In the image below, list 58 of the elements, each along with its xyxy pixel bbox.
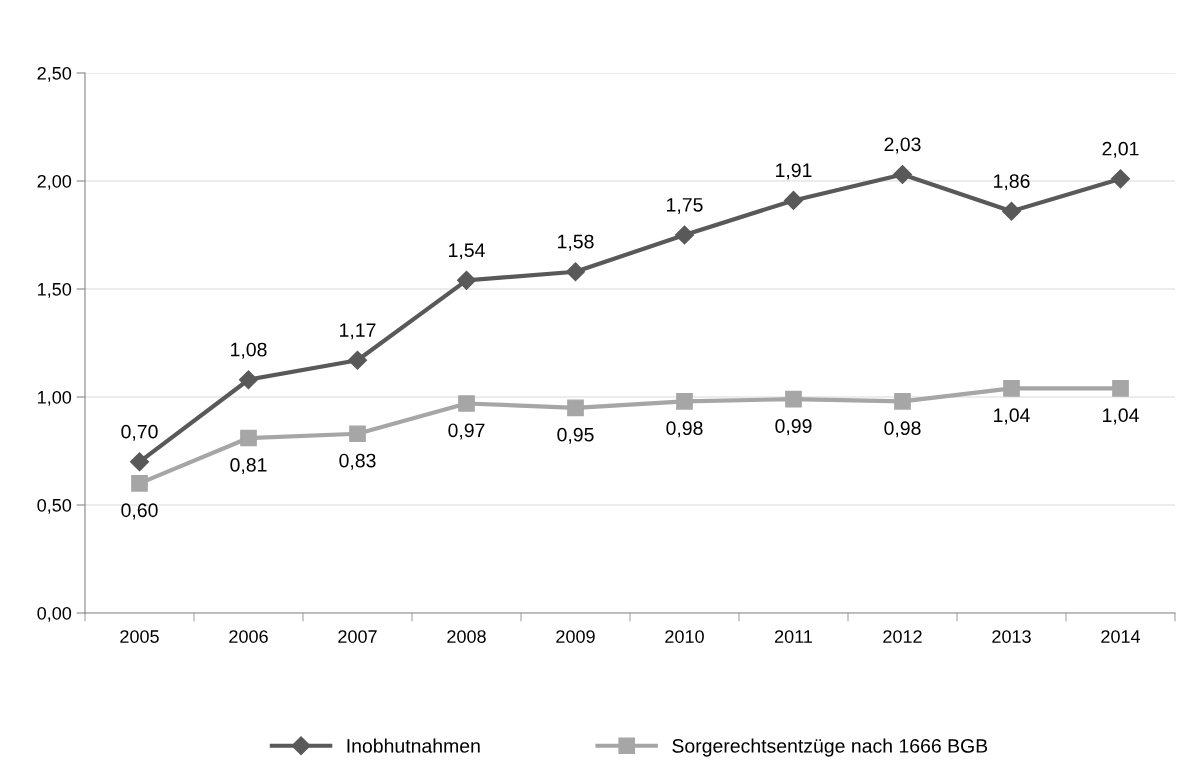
- text: 1,86: [994, 174, 1030, 191]
- text: 0,70: [121, 424, 158, 441]
- x-tick-label: 2011: [774, 630, 813, 643]
- text: 0,95: [557, 427, 594, 444]
- point: [238, 370, 259, 390]
- point: [567, 399, 584, 417]
- legend-label: Inobhutnahmen: [347, 738, 480, 753]
- text: 2,03: [884, 137, 921, 154]
- text: 2,01: [1102, 141, 1139, 158]
- x-tick-label: 2009: [556, 630, 595, 643]
- text: 1,08: [231, 342, 267, 359]
- text: 1,75: [667, 198, 703, 215]
- point: [1110, 169, 1131, 189]
- text: 0,97: [448, 423, 485, 440]
- point: [894, 392, 911, 410]
- text: 0,60: [121, 503, 158, 520]
- x-tick-label: 2012: [883, 630, 922, 643]
- point: [783, 190, 804, 210]
- point: [674, 225, 695, 245]
- point: [456, 270, 477, 290]
- y-tick-label: 2,00: [37, 174, 72, 190]
- text: 1,04: [1103, 408, 1139, 425]
- text: 1,91: [776, 163, 812, 180]
- text: 0,98: [666, 421, 703, 438]
- text: 0,98: [884, 421, 921, 438]
- point: [1001, 201, 1022, 221]
- text: 0,81: [230, 458, 267, 475]
- point: [129, 452, 150, 472]
- y-tick-label: 1,00: [38, 390, 72, 406]
- point: [892, 164, 913, 185]
- text: 1,17: [340, 323, 376, 340]
- legend-label: Sorgerechtsentzüge nach 1666 BGB: [672, 738, 988, 757]
- point: [349, 425, 366, 443]
- text: 0,99: [775, 419, 812, 436]
- point: [565, 262, 586, 282]
- x-tick-label: 2007: [338, 630, 377, 643]
- text: 1,58: [558, 234, 594, 251]
- point: [676, 392, 693, 410]
- point: [131, 475, 148, 492]
- x-tick-label: 2010: [665, 630, 704, 643]
- point: [1112, 380, 1129, 397]
- x-tick-label: 2006: [229, 630, 268, 643]
- text: 1,04: [994, 408, 1030, 425]
- point: [347, 350, 368, 370]
- y-tick-label: 2,50: [37, 66, 72, 82]
- point: [240, 429, 257, 447]
- x-tick-label: 2008: [447, 630, 486, 643]
- y-tick-label: 0,00: [37, 606, 72, 622]
- point: [1003, 380, 1020, 397]
- x-tick-label: 2014: [1101, 630, 1141, 643]
- x-tick-label: 2005: [120, 630, 159, 643]
- point: [458, 395, 475, 412]
- y-tick-label: 0,50: [37, 498, 72, 514]
- text: 1,54: [449, 243, 485, 260]
- text: 0,83: [339, 453, 376, 470]
- y-tick-label: 1,50: [38, 282, 72, 298]
- point: [785, 390, 802, 408]
- x-tick-label: 2013: [992, 630, 1031, 643]
